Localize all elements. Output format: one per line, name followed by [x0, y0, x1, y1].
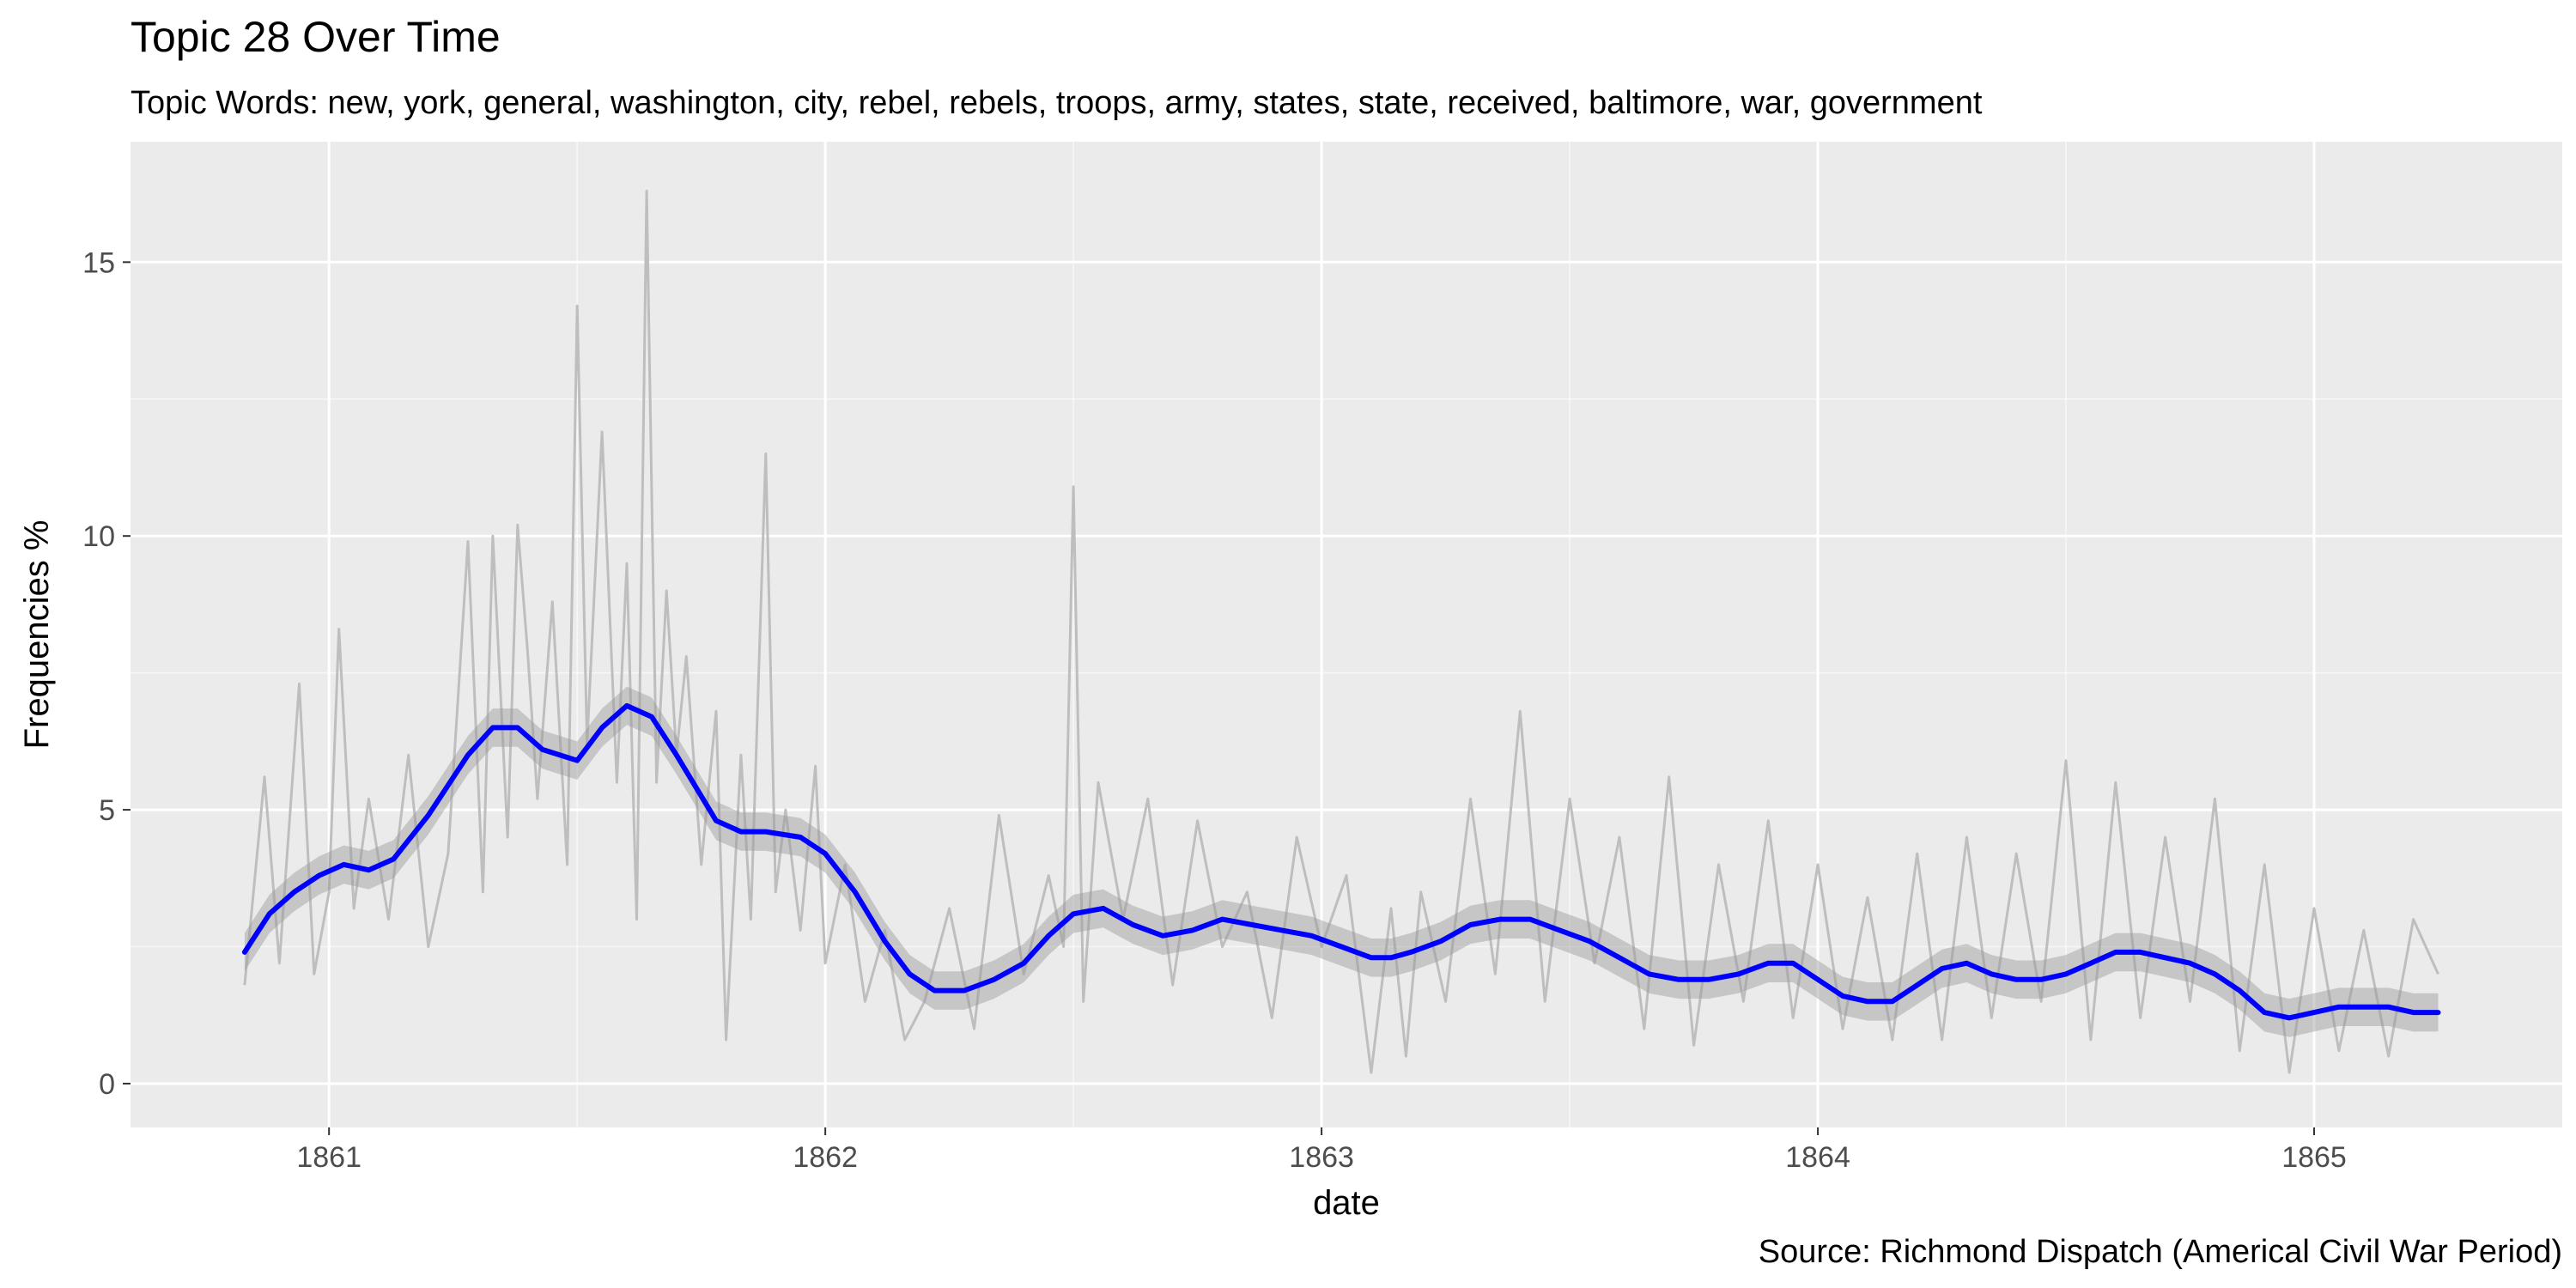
y-axis: 0 5 10 15 — [82, 246, 131, 1101]
x-tick-label: 1862 — [793, 1141, 858, 1174]
smoothed-trend-line — [241, 702, 2441, 1021]
chart-subtitle: Topic Words: new, york, general, washing… — [131, 85, 1983, 121]
raw-frequency-line — [243, 189, 2439, 1074]
x-tick-label: 1865 — [2281, 1141, 2347, 1174]
x-axis-title: date — [1313, 1184, 1380, 1222]
smooth-series — [241, 702, 2441, 1021]
y-tick-label: 15 — [82, 246, 115, 279]
x-tick-label: 1863 — [1289, 1141, 1354, 1174]
y-tick-label: 10 — [82, 520, 115, 553]
x-axis: 1861 1862 1863 1864 1865 — [296, 1127, 2347, 1174]
chart-caption: Source: Richmond Dispatch (Americal Civi… — [1759, 1234, 2562, 1270]
x-tick-label: 1861 — [296, 1141, 361, 1174]
y-tick-label: 0 — [99, 1068, 115, 1101]
plot-panel — [131, 142, 2562, 1127]
x-tick-label: 1864 — [1785, 1141, 1850, 1174]
chart-title: Topic 28 Over Time — [131, 13, 501, 61]
raw-series — [243, 189, 2439, 1074]
y-tick-label: 5 — [99, 794, 115, 827]
y-axis-title: Frequencies % — [18, 520, 56, 750]
grid-lines — [131, 142, 2562, 1127]
